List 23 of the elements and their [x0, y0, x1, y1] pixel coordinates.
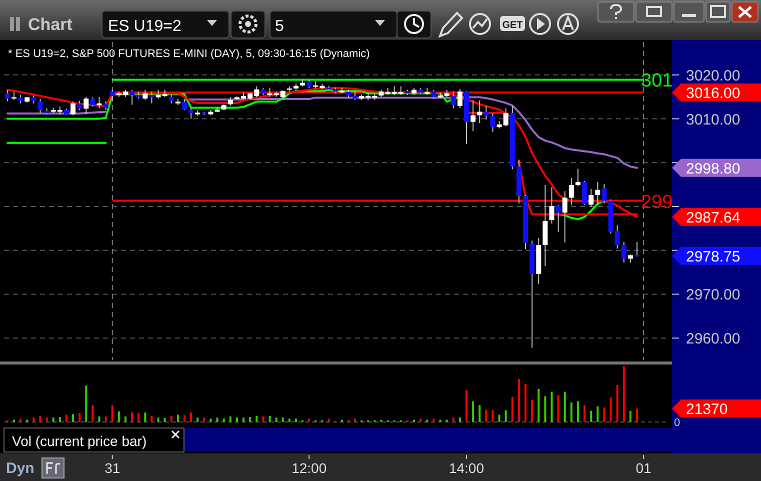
y-tick-label: 2960.00	[686, 330, 740, 348]
y-tick-label: 3010.00	[686, 111, 740, 128]
text: * ES U19=2, S&P 500 FUTURES E-MINI (DAY), 5, 09:30-16:15 (Dynamic)	[8, 48, 370, 60]
x-tick-label: 12:00	[292, 460, 327, 476]
text: 2998.80	[686, 160, 740, 178]
text: Dyn	[6, 460, 34, 477]
x-tick-label: 14:00	[448, 460, 484, 476]
text: 5	[275, 18, 284, 35]
badge-icon: GET	[500, 16, 525, 31]
x-tick-label: 31	[104, 460, 120, 476]
annotation: 301	[641, 70, 673, 92]
text: 2978.75	[686, 248, 740, 266]
text: 2987.64	[686, 209, 740, 226]
text: 0	[674, 417, 680, 429]
text: Vol (current price bar)	[12, 433, 147, 449]
text: Chart	[28, 15, 73, 34]
text: ES U19=2	[108, 18, 182, 35]
text: 21370	[686, 401, 728, 418]
text: 3016.00	[686, 84, 740, 102]
y-tick-label: 3020.00	[686, 67, 740, 84]
x-tick-label: 01	[636, 460, 652, 476]
y-tick-label: 2970.00	[686, 286, 740, 304]
annotation: 299	[641, 192, 673, 213]
